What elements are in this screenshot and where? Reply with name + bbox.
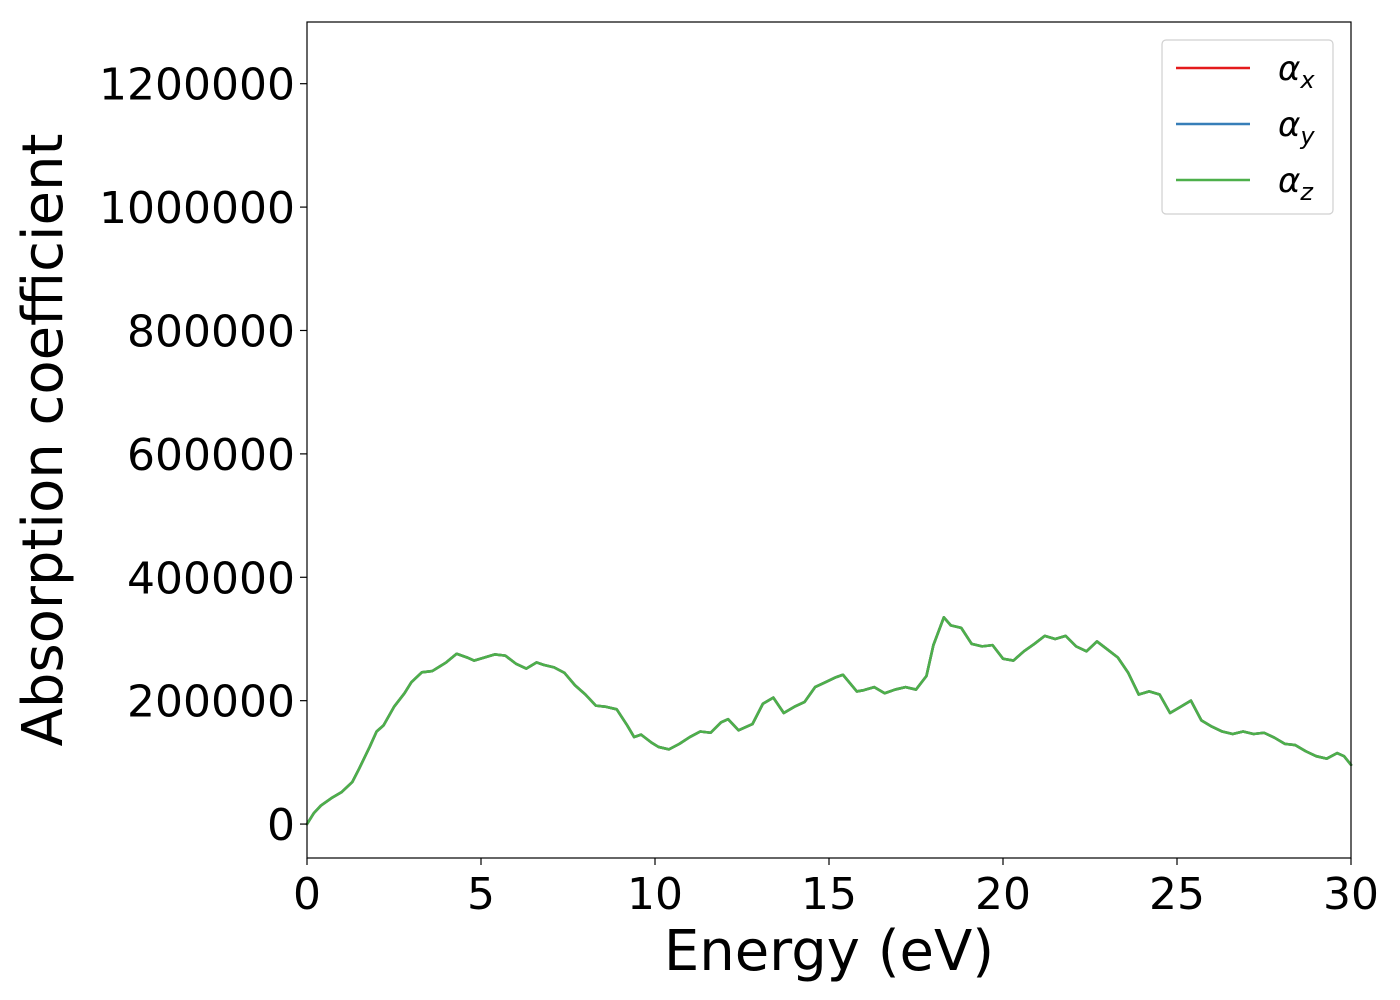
y-tick-label: 400000 — [127, 553, 295, 604]
y-tick-label: 1200000 — [99, 60, 295, 111]
y-tick-label: 200000 — [127, 677, 295, 728]
x-tick-label: 5 — [467, 869, 495, 920]
x-tick-label: 30 — [1323, 869, 1379, 920]
y-tick-label: 800000 — [127, 306, 295, 357]
y-axis-title: Absorption coefficient — [11, 134, 76, 747]
y-tick-label: 0 — [267, 800, 295, 851]
series-line-3 — [305, 616, 1353, 826]
legend-label-x: αx — [1278, 49, 1315, 94]
y-tick-label: 1000000 — [99, 183, 295, 234]
legend-box — [1161, 39, 1334, 215]
x-tick-label: 15 — [801, 869, 857, 920]
legend-items: αx αy αz — [1176, 49, 1315, 206]
x-tick-label: 25 — [1149, 869, 1205, 920]
legend-label-y: αy — [1278, 105, 1315, 150]
x-tick-label: 20 — [975, 869, 1031, 920]
y-tick-label: 600000 — [127, 430, 295, 481]
series-line-1 — [305, 616, 1353, 826]
x-tick-label: 10 — [627, 869, 683, 920]
x-axis: 0 5 10 15 20 25 30 — [293, 858, 1379, 920]
y-axis: 0 200000 400000 600000 800000 1000000 1200000 — [99, 60, 307, 851]
series-layer — [305, 616, 1353, 826]
series-line-2 — [305, 616, 1353, 826]
legend: αx αy αz — [1161, 39, 1334, 215]
x-tick-label: 0 — [293, 869, 321, 920]
x-axis-title: Energy (eV) — [664, 919, 994, 984]
legend-label-z: αz — [1278, 161, 1314, 206]
